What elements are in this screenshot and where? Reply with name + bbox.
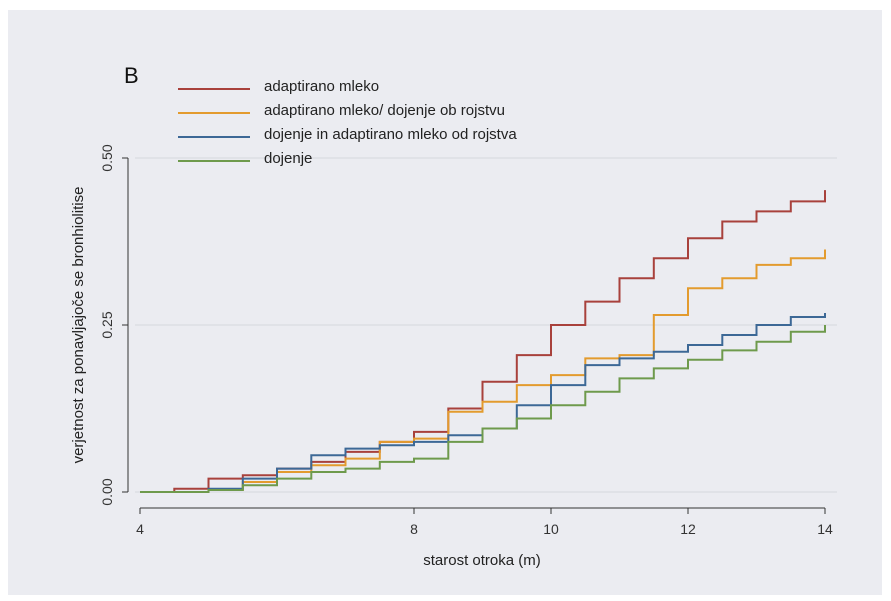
y-tick-label: 0.50 [99, 144, 115, 171]
legend-swatch [178, 88, 250, 90]
legend-swatch [178, 160, 250, 162]
series-lines [140, 190, 826, 493]
legend-swatch [178, 136, 250, 138]
x-axis-title: starost otroka (m) [423, 552, 541, 569]
x-tick-label: 8 [410, 521, 418, 537]
y-tick-label: 0.00 [99, 478, 115, 505]
y-tick-label: 0.25 [99, 311, 115, 338]
y-axis-title: verjetnost za ponavljajoče se bronhiolit… [70, 187, 87, 464]
x-tick-label: 10 [543, 521, 559, 537]
series-line [140, 249, 826, 493]
panel-label: B [124, 63, 139, 88]
legend-label: adaptirano mleko [264, 78, 380, 95]
series-line [140, 325, 826, 493]
legend-label: dojenje [264, 150, 313, 167]
series-line [140, 190, 826, 493]
axes: 0.00 0.25 0.50 4 8 10 12 14 [99, 144, 833, 537]
chart-background [8, 10, 882, 595]
legend-label: dojenje in adaptirano mleko od rojstva [264, 126, 517, 143]
gridlines [135, 157, 837, 493]
legend-label: adaptirano mleko/ dojenje ob rojstvu [264, 102, 505, 119]
x-tick-label: 4 [136, 521, 144, 537]
x-tick-label: 14 [817, 521, 833, 537]
legend-swatch [178, 112, 250, 114]
x-tick-label: 12 [680, 521, 696, 537]
